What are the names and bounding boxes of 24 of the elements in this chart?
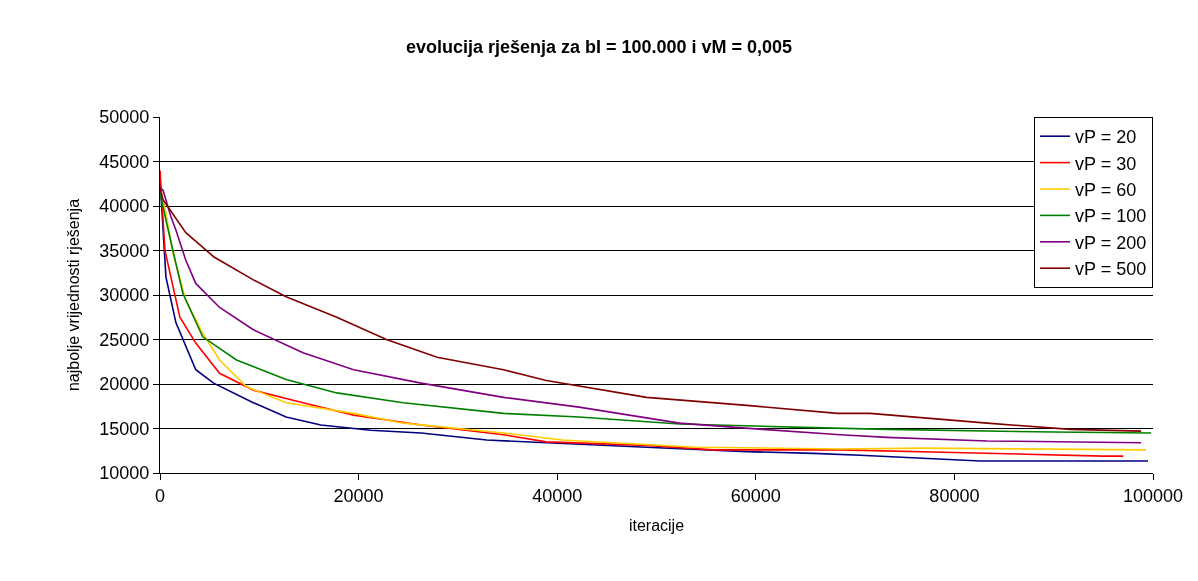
y-tick-label: 40000 <box>99 196 150 217</box>
legend-label: vP = 30 <box>1075 153 1137 174</box>
legend-label: vP = 100 <box>1075 206 1147 227</box>
x-tick-label: 0 <box>154 485 166 506</box>
y-tick-label: 35000 <box>99 240 150 261</box>
y-axis-title: najbolje vrijednosti rješenja <box>65 198 83 392</box>
y-tick-label: 30000 <box>99 285 150 306</box>
y-tick-label: 15000 <box>99 418 150 439</box>
chart-title: evolucija rješenja za bI = 100.000 i vM = 0,005 <box>405 37 793 58</box>
y-tick-label: 45000 <box>99 151 150 172</box>
x-tick-label: 60000 <box>730 485 781 506</box>
x-tick-label: 20000 <box>333 485 384 506</box>
x-tick-label: 80000 <box>929 485 980 506</box>
legend-label: vP = 60 <box>1075 180 1137 201</box>
x-tick-label: 100000 <box>1122 485 1184 506</box>
x-axis-title: iteracije <box>628 517 685 535</box>
legend-label: vP = 200 <box>1075 232 1147 253</box>
y-tick-label: 25000 <box>99 329 150 350</box>
y-tick-label: 50000 <box>99 107 150 128</box>
y-tick-label: 20000 <box>99 374 150 395</box>
legend-label: vP = 500 <box>1075 259 1147 280</box>
x-tick-label: 40000 <box>532 485 583 506</box>
y-tick-label: 10000 <box>99 463 150 484</box>
legend-label: vP = 20 <box>1075 127 1137 148</box>
